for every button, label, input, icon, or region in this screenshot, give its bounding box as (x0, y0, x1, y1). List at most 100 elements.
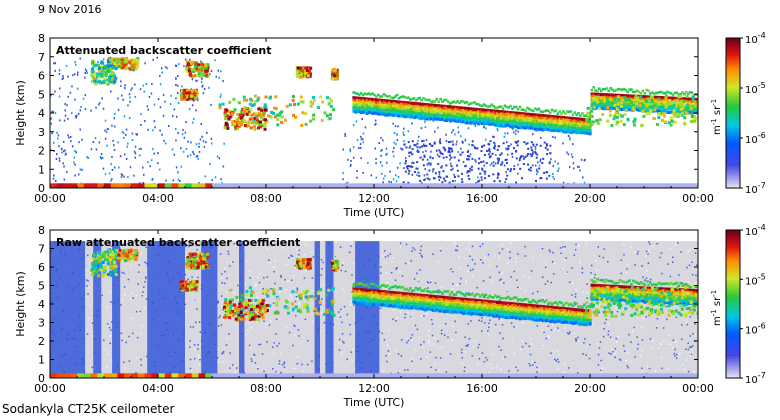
noise-pixel (547, 325, 550, 327)
cloud-layer-base (409, 105, 413, 109)
noise-pixel (615, 337, 617, 340)
noise-pixel (469, 255, 471, 258)
cloud-layer-top (392, 96, 395, 100)
noise-pixel (458, 267, 461, 270)
noise-pixel (397, 372, 400, 374)
noise-pixel (199, 359, 201, 361)
precip-pixel (50, 94, 52, 97)
noise-pixel (320, 259, 323, 261)
cloud-pixel (100, 73, 104, 77)
noise-pixel (216, 356, 219, 359)
noise-pixel (509, 251, 511, 253)
cloud-layer-core (679, 97, 682, 102)
cloud-layer-base (683, 106, 687, 110)
cloud-pixel (655, 122, 659, 126)
precip-pixel (104, 137, 107, 140)
precip-pixel (408, 154, 411, 157)
cloud-pixel (109, 58, 113, 62)
cloud-layer-base (567, 122, 571, 126)
precip-pixel (177, 74, 179, 77)
cloud-layer-base (552, 120, 556, 124)
cloud-pixel (595, 95, 599, 99)
noise-pixel (463, 366, 466, 369)
cloud-layer-top (514, 105, 518, 109)
noise-pixel (555, 360, 557, 362)
cloud-layer-core (456, 105, 459, 110)
surface-band (77, 183, 85, 188)
noise-pixel (539, 347, 541, 349)
colorbar-segment (726, 155, 740, 159)
precip-pixel (74, 174, 76, 177)
precip-pixel (543, 171, 546, 174)
precip-pixel (121, 174, 124, 177)
precip-pixel (475, 160, 477, 163)
precip-pixel (118, 166, 120, 169)
cloud-pixel (291, 94, 295, 98)
precip-pixel (532, 151, 534, 154)
surface-band (279, 183, 287, 188)
noise-pixel (649, 243, 651, 245)
surface-band (590, 183, 598, 188)
cloud-layer-base (486, 117, 490, 121)
cloud-layer-base (564, 118, 568, 122)
noise-pixel (476, 363, 479, 366)
cloud-layer-base (484, 111, 488, 115)
cloud-pixel (242, 95, 246, 99)
noise-pixel (690, 309, 692, 312)
precip-pixel (439, 138, 441, 141)
precip-pixel (495, 154, 497, 157)
surface-band (252, 183, 260, 188)
precip-pixel (220, 93, 222, 96)
colorbar-segment (726, 95, 740, 99)
precip-pixel (73, 156, 76, 159)
cloud-layer-base (573, 119, 577, 123)
precip-pixel (146, 105, 149, 108)
cloud-layer-base (552, 124, 556, 128)
noise-pixel (88, 317, 90, 320)
precip-pixel (567, 134, 570, 137)
precip-pixel (461, 141, 464, 144)
noise-pixel (634, 264, 636, 266)
cloud-pixel (280, 110, 284, 114)
cloud-pixel (669, 123, 673, 127)
cloud-pixel (680, 113, 684, 117)
precip-pixel (114, 112, 116, 115)
cloud-pixel (618, 113, 622, 117)
cloud-layer-base (443, 106, 447, 110)
cloud-layer-base (514, 125, 518, 129)
noise-pixel (588, 357, 591, 360)
noise-pixel (461, 362, 463, 364)
cloud-layer-top (626, 90, 629, 94)
precip-pixel (515, 129, 517, 132)
precip-pixel (498, 180, 501, 183)
cloud-pixel (260, 108, 264, 112)
noise-pixel (642, 276, 644, 278)
cloud-pixel (273, 106, 277, 110)
precip-pixel (380, 136, 382, 139)
cloud-layer-base (479, 114, 483, 118)
cloud-layer-core (598, 92, 601, 97)
noise-pixel (295, 314, 297, 317)
precip-pixel (448, 149, 451, 152)
cloud-layer-base (554, 123, 558, 127)
cloud-layer-top (352, 91, 355, 94)
cloud-pixel (234, 125, 238, 129)
cloud-layer-base (458, 116, 462, 120)
cloud-layer-base (492, 120, 496, 124)
cloud-pixel (254, 112, 258, 116)
cloud-layer-core (622, 94, 626, 99)
noise-pixel (223, 282, 226, 285)
cloud-layer-base (664, 109, 668, 113)
cloud-layer-base (535, 116, 539, 120)
cloud-layer-base (537, 118, 541, 122)
cloud-layer-base (556, 120, 560, 124)
noise-pixel (586, 283, 588, 285)
cloud-layer-base (405, 110, 409, 114)
surface-band (495, 183, 503, 188)
cloud-pixel (108, 56, 112, 60)
noise-pixel (108, 326, 111, 329)
cloud-layer-base (647, 108, 651, 112)
cloud-pixel (91, 67, 95, 71)
noise-pixel (263, 276, 265, 279)
cloud-pixel (103, 77, 107, 81)
